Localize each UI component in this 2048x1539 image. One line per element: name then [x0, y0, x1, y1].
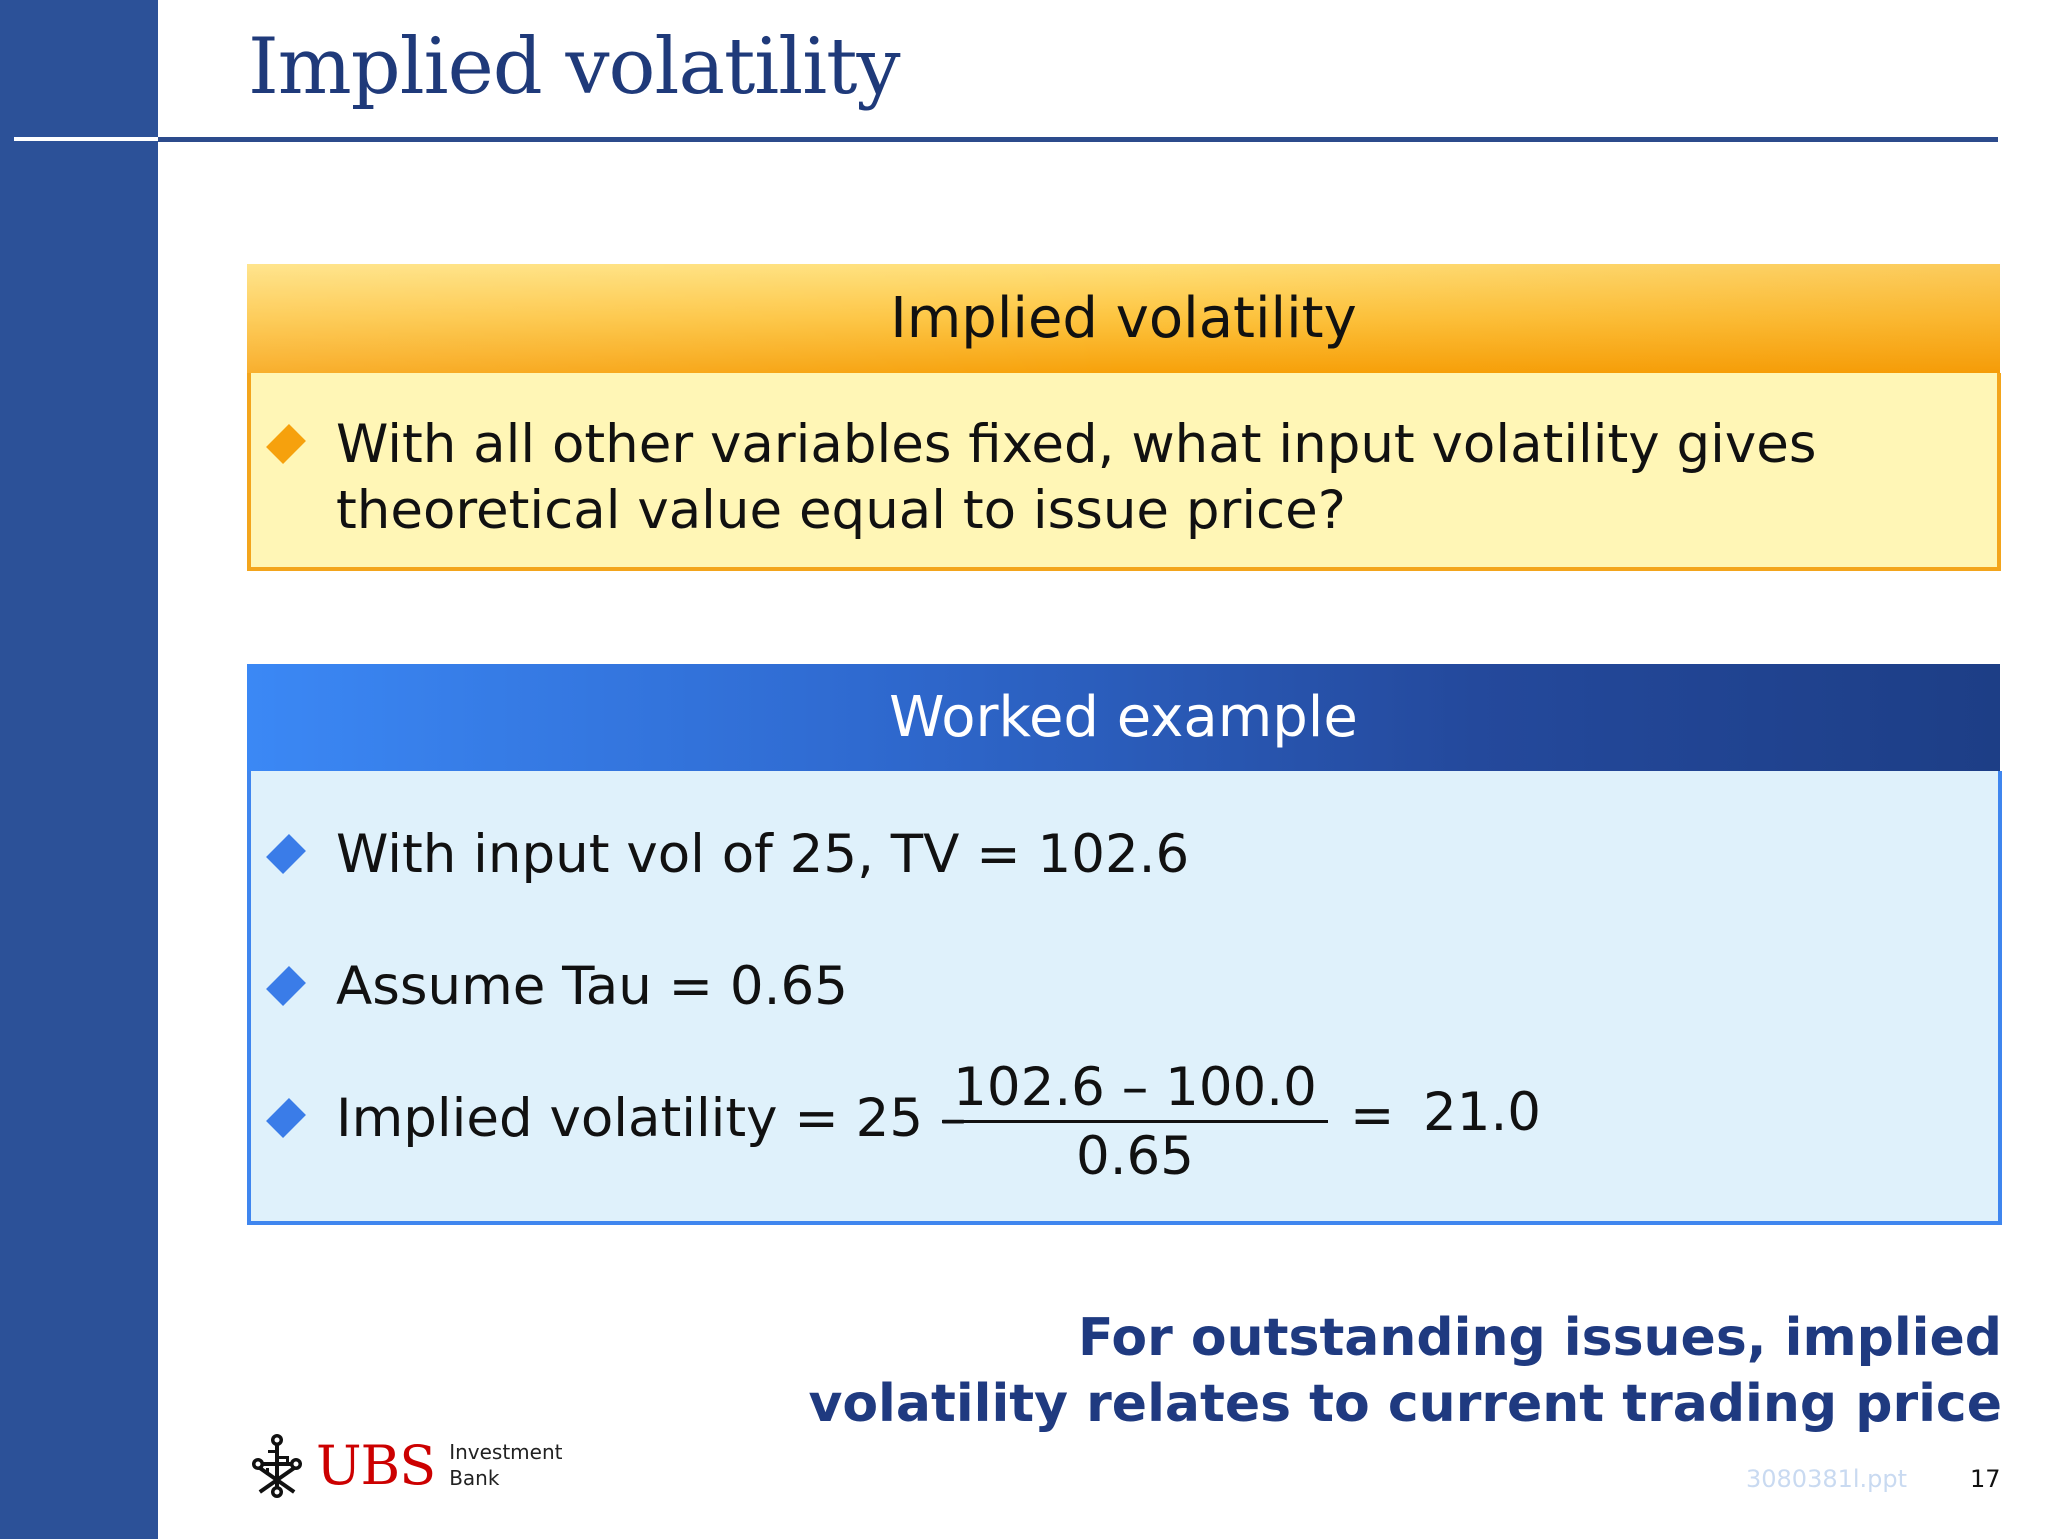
sidebar-rule — [14, 137, 158, 141]
definition-box-body — [247, 373, 2001, 571]
diamond-bullet-icon — [266, 1098, 306, 1138]
logo-wordmark: UBS — [316, 1433, 436, 1497]
diamond-bullet-icon — [266, 834, 306, 874]
definition-box-header: Implied volatility — [247, 264, 2000, 373]
formula-fraction: 102.6 – 100.0 0.65 — [942, 1058, 1328, 1187]
fraction-bar — [942, 1120, 1328, 1123]
definition-bullet: With all other variables fixed, what inp… — [266, 412, 1817, 544]
example-bullet-text: With input vol of 25, TV = 102.6 — [336, 824, 1190, 885]
example-bullet-text: Assume Tau = 0.65 — [336, 956, 848, 1017]
diamond-bullet-icon — [266, 966, 306, 1006]
example-box-header: Worked example — [247, 664, 2000, 771]
document-reference: 3080381l.ppt — [1746, 1465, 1908, 1493]
example-bullet: Assume Tau = 0.65 — [266, 954, 848, 1020]
takeaway-text: For outstanding issues, implied volatili… — [808, 1308, 2002, 1434]
fraction-denominator: 0.65 — [1075, 1126, 1194, 1187]
left-sidebar-band — [0, 0, 158, 1539]
example-box-title: Worked example — [889, 685, 1358, 750]
ubs-keys-icon — [252, 1434, 302, 1498]
ubs-logo: UBS Investment Bank — [246, 1430, 562, 1500]
definition-box-title: Implied volatility — [890, 286, 1357, 351]
title-divider — [158, 137, 1998, 142]
equals-sign: = — [1350, 1085, 1395, 1146]
example-bullet: With input vol of 25, TV = 102.6 — [266, 822, 1190, 888]
example-bullet-text: Implied volatility = 25 – — [336, 1088, 967, 1149]
definition-bullet-text: With all other variables fixed, what inp… — [336, 414, 1817, 541]
example-box-body — [247, 771, 2002, 1225]
fraction-numerator: 102.6 – 100.0 — [953, 1057, 1317, 1118]
formula-result: 21.0 — [1423, 1082, 1542, 1143]
logo-subtitle: Investment Bank — [449, 1440, 563, 1490]
diamond-bullet-icon — [266, 424, 306, 464]
example-bullet: Implied volatility = 25 – — [266, 1086, 967, 1152]
page-title: Implied volatility — [248, 22, 901, 112]
page-number: 17 — [1970, 1465, 2001, 1493]
